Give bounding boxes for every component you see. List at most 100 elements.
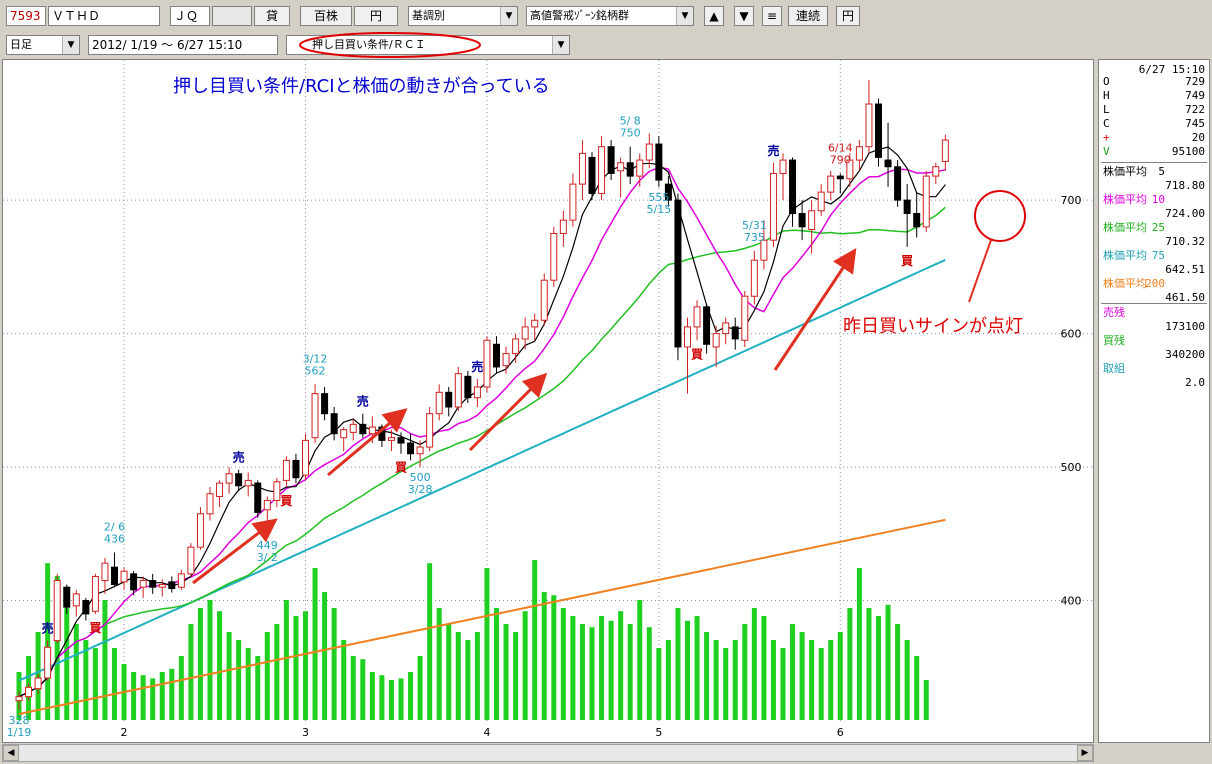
candle-body [645, 143, 653, 161]
y-tick-label: 400 [1061, 595, 1082, 608]
volume-bar [226, 632, 232, 720]
volume-bar [560, 608, 566, 720]
prev-up-button[interactable]: ▲ [704, 6, 724, 26]
candle-body [158, 584, 166, 588]
extra-value: 173100 [1165, 320, 1205, 333]
volume-bar [637, 600, 643, 720]
volume-bar [360, 659, 366, 720]
scroll-left-arrow-icon[interactable]: ◀ [3, 745, 19, 761]
next-down-button[interactable]: ▼ [734, 6, 754, 26]
candle-body [664, 183, 672, 201]
chart-area[interactable]: 400 500 600 700 2 3 4 5 6 買売売買売買売買売買 328 1/19 2/ 6… [2, 59, 1094, 743]
ma-period: 75 [1151, 249, 1165, 262]
volume-bar [455, 632, 461, 720]
extra-label: 取組 [1103, 362, 1125, 375]
volume-bar [608, 620, 614, 720]
period-dropdown[interactable]: 日足 ▼ [6, 35, 80, 55]
volume-bar [646, 627, 652, 720]
volume-bar [398, 678, 404, 720]
ma-value: 710.32 [1165, 235, 1205, 248]
ohlcv-row: C 745 [1103, 116, 1205, 131]
peak-date-label: 6/14 [828, 141, 853, 154]
ma-period: 25 [1151, 221, 1165, 234]
candle-body [206, 493, 214, 515]
ohlcv-row: O 729 [1103, 74, 1205, 89]
ma-label: 株価平均 [1103, 193, 1147, 206]
volume-bar [92, 648, 98, 720]
volume-bar [856, 568, 862, 720]
volume-bar [904, 640, 910, 720]
extra-value-row: 173100 [1103, 319, 1205, 334]
candle-body [72, 593, 80, 607]
date-range-field[interactable]: 2012/ 1/19 ～ 6/27 15:10 [88, 35, 278, 55]
ticker-field[interactable]: ＶＴＨＤ [48, 6, 160, 26]
condition-dropdown[interactable]: 押し目買い条件/ＲＣＩ ▼ [286, 35, 570, 55]
ohlcv-row-label: L [1103, 103, 1110, 116]
extra-label: 買残 [1103, 334, 1125, 347]
candle-body [273, 481, 281, 501]
candle-body [722, 322, 730, 335]
candle-body [578, 152, 586, 185]
candle-body [779, 159, 787, 174]
volume-bar [751, 608, 757, 720]
candle-body [521, 326, 529, 340]
candle-body [225, 473, 233, 484]
volume-bar [379, 675, 385, 720]
volume-bar [245, 648, 251, 720]
adjust-dropdown-value: 基調別 [412, 9, 445, 22]
volume-bar [484, 568, 490, 720]
ma-value: 642.51 [1165, 263, 1205, 276]
volume-bar [169, 668, 175, 720]
volume-bar [159, 672, 165, 720]
horizontal-scrollbar[interactable]: ◀ ▶ [2, 744, 1094, 762]
ma-value-row: 461.50 [1103, 290, 1205, 305]
candle-body [196, 513, 204, 548]
annotation-pointer [968, 239, 992, 303]
candle-body [598, 146, 606, 194]
volume-bar [417, 656, 423, 720]
x-tick-label: 2 [121, 726, 128, 739]
candle-body [292, 459, 300, 479]
candle-body [894, 166, 902, 201]
volume-bar [388, 680, 394, 720]
x-tick-label: 5 [655, 726, 662, 739]
continuous-button[interactable]: 連続 [788, 6, 828, 26]
adjust-dropdown[interactable]: 基調別 ▼ [408, 6, 518, 26]
candle-body [349, 423, 357, 433]
volume-bar [790, 624, 796, 720]
volume-bar [341, 640, 347, 720]
volume-bar [303, 611, 308, 720]
candle-body [44, 646, 52, 679]
blank-field [212, 6, 252, 26]
ma-value-row: 718.80 [1103, 178, 1205, 193]
candle-body [187, 546, 195, 575]
candle-body [836, 175, 844, 180]
volume-bar [723, 648, 729, 720]
yen-button[interactable]: 円 [836, 6, 860, 26]
scroll-right-arrow-icon[interactable]: ▶ [1077, 745, 1093, 761]
ma-row: 株価平均 75 [1103, 248, 1205, 263]
buy-signal-annotation: 昨日買いサインが点灯 [843, 316, 1023, 337]
candle-body [903, 199, 911, 214]
volume-bar [866, 608, 872, 720]
market-field[interactable]: ＪＱ [170, 6, 210, 26]
candle-body [149, 580, 157, 588]
x-tick-label: 6 [837, 726, 844, 739]
ohlcv-row: L 722 [1103, 102, 1205, 117]
volume-bar [847, 608, 853, 720]
menu-button[interactable]: ≡ [762, 6, 782, 26]
chevron-down-icon: ▼ [62, 36, 79, 54]
ma-value: 718.80 [1165, 179, 1205, 192]
candle-body [416, 446, 424, 455]
candle-body [387, 437, 395, 441]
extra-value-row: 2.0 [1103, 375, 1205, 390]
group-dropdown[interactable]: 高値警戒ｿﾞｰﾝ銘柄群 ▼ [526, 6, 694, 26]
candle-body [703, 306, 711, 345]
period-dropdown-value: 日足 [10, 38, 32, 51]
candle-body [445, 391, 453, 408]
candle-body [82, 600, 90, 615]
buy-signal: 買 [280, 494, 292, 508]
candle-body [15, 696, 23, 702]
stock-code-field[interactable]: 7593 [6, 6, 46, 26]
